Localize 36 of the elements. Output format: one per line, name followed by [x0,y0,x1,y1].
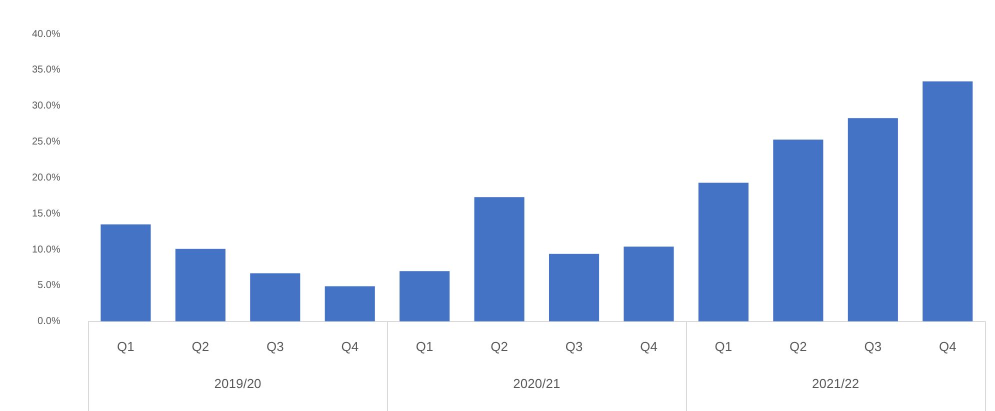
bar [400,271,450,322]
x-tick-label: Q2 [490,338,508,354]
y-tick-label: 10.0% [32,244,60,256]
bar [848,118,898,322]
y-tick-label: 40.0% [32,28,60,40]
x-tick-label: Q3 [565,338,583,354]
x-tick-label: Q2 [192,338,210,354]
x-tick-label: Q1 [714,338,732,354]
y-tick-label: 5.0% [38,280,60,292]
bar [250,273,300,322]
y-tick-label: 25.0% [32,136,60,148]
text: 2020/21 [513,376,560,391]
x-tick-label: Q2 [790,338,807,354]
x-tick-label: Q4 [938,338,956,354]
x-tick-label: Q4 [341,338,359,354]
bar [324,286,375,322]
text: 2021/22 [812,376,860,391]
x-tick-label: Q3 [266,338,284,354]
bar [922,81,973,322]
x-tick-label: Q1 [117,338,134,354]
y-tick-label: 15.0% [32,208,60,220]
bar [773,140,824,322]
y-tick-label: 0.0% [38,316,60,328]
y-tick-label: 20.0% [32,172,60,184]
y-tick-label: 35.0% [32,64,60,76]
x-tick-label: Q3 [864,338,882,354]
bar [100,224,151,322]
text: 2019/20 [214,376,262,391]
x-tick-label: Q1 [416,338,434,354]
x-tick-label: Q4 [640,338,658,354]
bar [549,254,600,322]
bar [624,246,674,322]
bar [474,197,524,322]
y-tick-label: 30.0% [32,100,60,112]
bar [698,182,749,322]
bar [175,248,226,322]
